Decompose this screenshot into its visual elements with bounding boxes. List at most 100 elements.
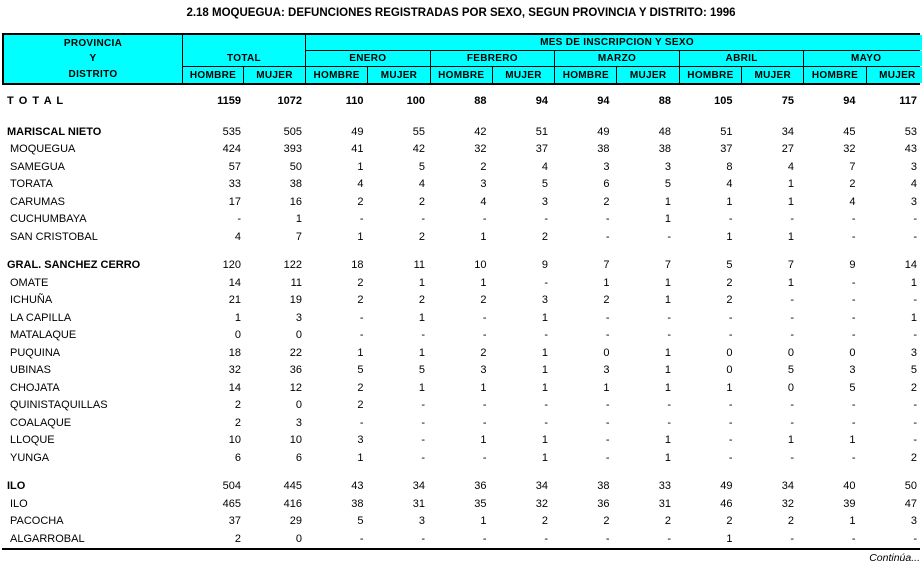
table-cell: 1 [541,346,548,359]
table-cell: - [667,399,671,411]
table-cell: 504 [222,480,241,492]
table-cell: 37 [720,143,733,155]
table-cell: - [544,416,548,429]
table-cell: 1 [603,276,610,289]
table-row: COALAQUE 2 3 - - - - - - - - - - [2,415,920,433]
table-cell: - [851,213,856,225]
table-row: CUCHUMBAYA - 1 - - - - - 1 - - - - [2,211,920,229]
table-cell: - [482,329,487,341]
table-cell: - [851,311,856,324]
table-cell: 32 [781,497,794,510]
table-cell: 393 [283,143,302,155]
table-cell: - [421,416,425,429]
table-cell: 36 [597,497,610,510]
row-label: QUINISTAQUILLAS [10,399,108,411]
table-cell: - [913,434,917,446]
table-cell: 94 [597,95,610,107]
table-cell: 2 [357,381,364,394]
row-label: PACOCHA [10,515,64,527]
table-cell: 53 [904,125,917,138]
row-label: ILO [7,480,26,492]
table-cell: 1 [664,364,671,376]
row-label: TORATA [10,178,53,190]
table-cell: 1072 [277,95,302,107]
table-cell: - [544,276,548,289]
table-cell: 19 [289,294,302,306]
table-cell: 4 [726,178,733,190]
table-cell: - [359,213,364,225]
table-cell: - [605,416,610,429]
table-cell: 39 [843,497,856,510]
table-cell: 42 [412,143,425,155]
table-cell: 1 [234,311,241,324]
table-cell: 32 [228,364,241,376]
table-cell: - [913,329,917,341]
table-row: MATALAQUE 0 0 - - - - - - - - - - [2,327,920,345]
table-cell: 2 [234,532,241,545]
table-cell: - [851,451,856,464]
row-label: UBINAS [10,364,51,376]
table-cell: 1 [664,434,671,446]
table-cell: 5 [787,364,794,376]
table-cell: - [359,532,364,545]
table-cell: - [790,294,794,306]
table-cell: 21 [228,294,241,306]
table-cell: - [851,230,856,243]
table-cell: 18 [351,259,364,271]
table-cell: 1 [418,276,425,289]
table-cell: 75 [781,95,794,107]
table-cell: 1 [480,515,487,527]
continua-note: Continúa... [869,552,920,564]
table-cell: 31 [658,497,671,510]
table-cell: 1 [726,230,733,243]
table-cell: 1 [664,294,671,306]
table-cell: 1 [603,381,610,394]
table-row: MOQUEGUA 424 393 41 42 32 37 38 38 37 27… [2,141,920,159]
table-cell: 1 [541,311,548,324]
table-cell: - [482,532,487,545]
table-cell: - [605,329,610,341]
table-cell: 51 [720,125,733,138]
table-cell: 1 [664,195,671,208]
table-cell: 32 [535,497,548,510]
row-label: ICHUÑA [10,294,53,306]
table-cell: 88 [658,95,671,107]
table-cell: 46 [720,497,733,510]
table-cell: 42 [474,125,487,138]
table-row: SAMEGUA 57 50 1 5 2 4 3 3 8 4 7 3 [2,159,920,177]
table-cell: 2 [603,195,610,208]
table-cell: 51 [535,125,548,138]
table-cell: 1 [726,381,733,394]
table-cell: 94 [843,95,856,107]
table-cell: 3 [418,515,425,527]
table-cell: 2 [234,416,241,429]
table-cell: 5 [357,364,364,376]
table-cell: - [605,213,610,225]
y-line: Y [89,53,97,65]
table-cell: 2 [603,515,610,527]
table-cell: - [605,532,610,545]
table-cell: 3 [910,195,917,208]
table-cell: 0 [726,364,733,376]
table-cell: 1 [664,451,671,464]
mujer-subheader: MUJER [244,67,305,83]
table-cell: 2 [480,294,487,306]
table-cell: - [544,329,548,341]
statistics-table: PROVINCIA Y DISTRITO TOTAL MES DE INSCRI… [2,33,922,548]
table-cell: 14 [904,259,917,271]
mujer-subheader: MUJER [617,67,679,83]
table-cell: 1 [295,213,302,225]
row-label: LLOQUE [10,434,55,446]
table-cell: 33 [228,178,241,190]
table-cell: - [359,311,364,324]
table-cell: 0 [726,346,733,359]
table-cell: 0 [849,346,856,359]
table-cell: 1 [849,515,856,527]
table-cell: 2 [849,178,856,190]
table-cell: 5 [664,178,671,190]
row-label: SAMEGUA [10,160,66,173]
table-cell: - [790,451,794,464]
table-cell: - [359,329,364,341]
table-cell: 2 [418,195,425,208]
month-header-abril: ABRIL [679,51,804,66]
